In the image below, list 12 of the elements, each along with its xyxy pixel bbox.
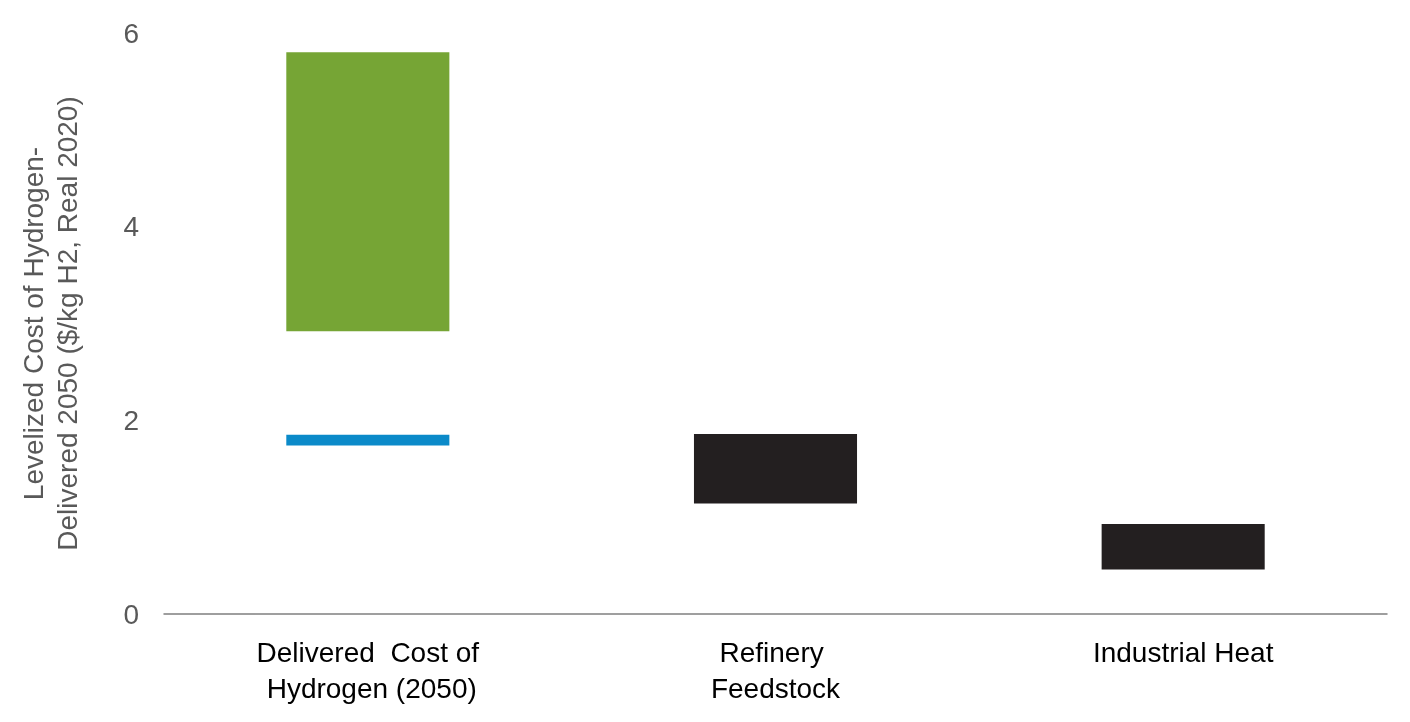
x-tick-label: Refinery Feedstock [710,636,842,704]
y-tick-label: 0 [123,598,139,630]
y-tick-label: 4 [123,211,139,243]
bar [693,433,858,504]
x-tick-label: Delivered Cost of Hydrogen (2050) [256,636,480,704]
y-tick-label: 2 [123,404,139,436]
y-axis-title: Levelized Cost of Hydrogen- Delivered 2050 ($/kg H2, Real 2020) [17,96,83,551]
bar [286,52,450,332]
x-tick-label: Industrial Heat [1092,636,1274,668]
bar [1101,523,1265,570]
y-tick-label: 6 [123,17,139,49]
bar [286,434,450,446]
